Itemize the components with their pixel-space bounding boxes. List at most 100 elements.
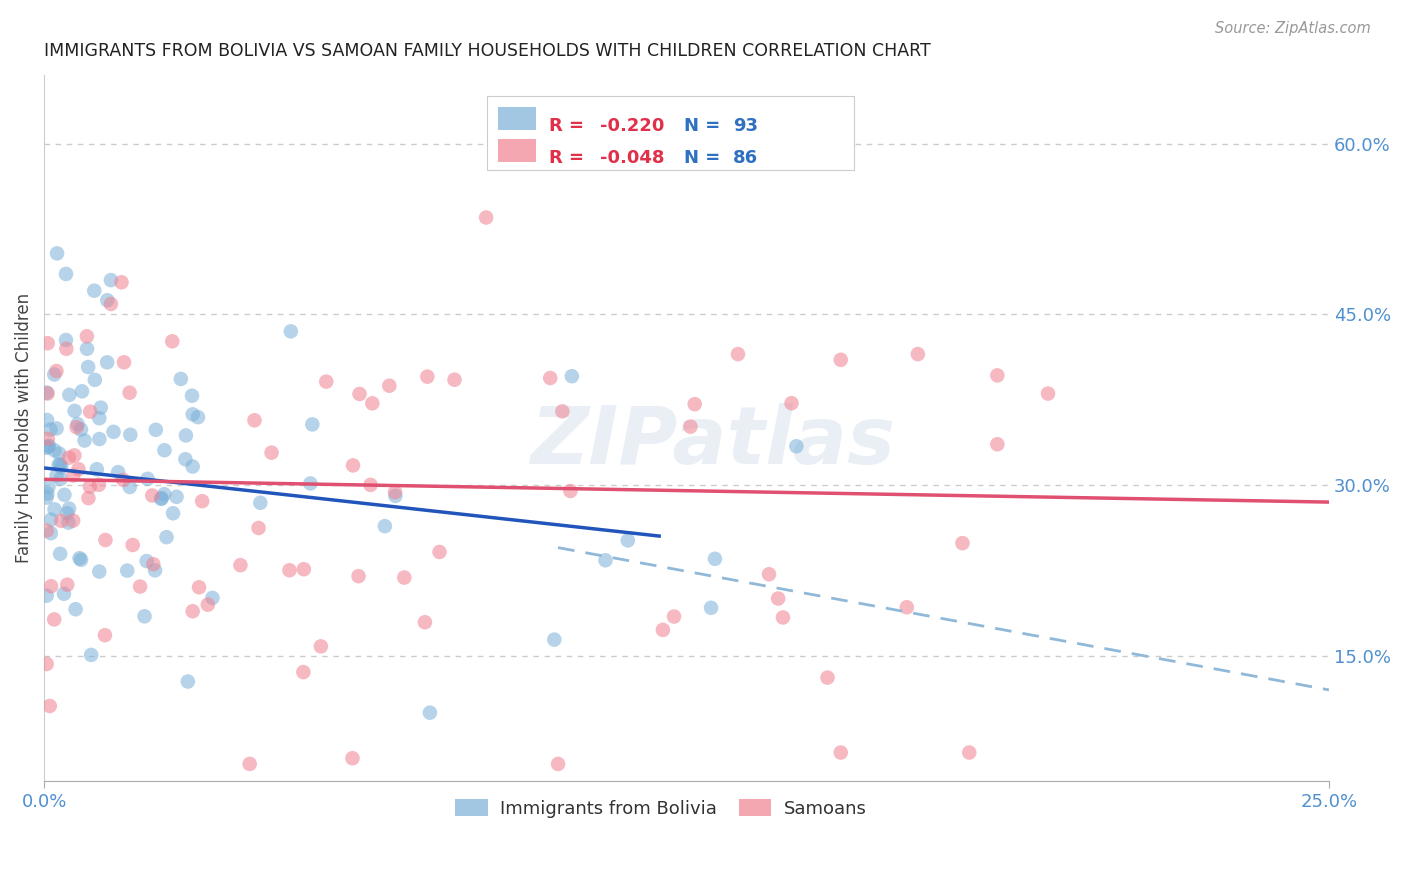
Point [39, 423, 62, 437]
Point [96, 355, 118, 369]
Point [817, 671, 839, 685]
Point [141, 488, 163, 502]
Point [197, 598, 219, 612]
Point [413, 615, 436, 630]
Point [201, 591, 224, 605]
Point [76, 342, 98, 356]
Point [986, 437, 1008, 451]
Point [65, 602, 87, 616]
Point [44, 368, 66, 382]
FancyBboxPatch shape [498, 107, 536, 129]
Point [94, 628, 117, 642]
Point [37, 336, 59, 351]
Point [37, 432, 59, 446]
Point [38, 439, 60, 453]
Point [986, 368, 1008, 383]
Point [153, 487, 176, 501]
Point [727, 347, 749, 361]
Point [107, 465, 129, 479]
Point [595, 553, 617, 567]
Text: N =: N = [683, 117, 727, 135]
Point [112, 473, 135, 487]
Point [360, 478, 382, 492]
Point [952, 536, 974, 550]
Point [292, 562, 315, 576]
Point [55, 333, 77, 347]
Point [73, 434, 96, 448]
Point [830, 746, 852, 760]
Point [662, 609, 685, 624]
Text: 86: 86 [733, 150, 758, 168]
Point [315, 375, 337, 389]
Point [52, 587, 75, 601]
Point [44, 443, 66, 458]
Point [49, 472, 72, 486]
Point [153, 443, 176, 458]
Point [49, 458, 72, 472]
Point [429, 545, 451, 559]
Point [239, 756, 262, 771]
Point [39, 526, 62, 541]
Point [83, 373, 105, 387]
Point [145, 423, 167, 437]
Point [69, 551, 91, 566]
Point [772, 610, 794, 624]
Point [117, 564, 139, 578]
Point [37, 386, 59, 401]
Point [247, 521, 270, 535]
Point [384, 489, 406, 503]
Point [394, 570, 416, 584]
Point [143, 563, 166, 577]
Point [89, 565, 111, 579]
Point [181, 604, 204, 618]
Point [62, 514, 84, 528]
Text: IMMIGRANTS FROM BOLIVIA VS SAMOAN FAMILY HOUSEHOLDS WITH CHILDREN CORRELATION CH: IMMIGRANTS FROM BOLIVIA VS SAMOAN FAMILY… [44, 42, 931, 60]
Point [39, 579, 62, 593]
FancyBboxPatch shape [488, 96, 853, 170]
Point [58, 501, 80, 516]
Point [65, 420, 87, 434]
Point [53, 488, 76, 502]
Point [110, 275, 132, 289]
Point [700, 600, 723, 615]
Point [80, 648, 103, 662]
Point [46, 246, 69, 260]
Point [38, 698, 60, 713]
Point [55, 267, 77, 281]
Point [58, 516, 80, 530]
Point [70, 384, 93, 399]
Point [35, 385, 58, 400]
Point [45, 364, 67, 378]
Point [170, 372, 193, 386]
Point [191, 494, 214, 508]
Point [150, 491, 173, 506]
Point [100, 297, 122, 311]
Point [70, 553, 93, 567]
Point [44, 612, 66, 626]
Point [384, 485, 406, 500]
Text: -0.220: -0.220 [600, 117, 665, 135]
Point [181, 408, 204, 422]
Point [58, 388, 80, 402]
Point [349, 387, 371, 401]
Point [617, 533, 640, 548]
Point [63, 404, 86, 418]
Point [181, 459, 204, 474]
Point [67, 462, 90, 476]
Y-axis label: Family Households with Children: Family Households with Children [15, 293, 32, 563]
Point [551, 404, 574, 418]
Point [100, 273, 122, 287]
Point [118, 480, 141, 494]
Point [79, 480, 101, 494]
Point [45, 468, 67, 483]
Text: N =: N = [683, 150, 727, 168]
Point [51, 460, 73, 475]
Point [121, 538, 143, 552]
Point [129, 580, 152, 594]
Point [49, 547, 72, 561]
Text: R =: R = [550, 150, 591, 168]
Point [134, 609, 156, 624]
Legend: Immigrants from Bolivia, Samoans: Immigrants from Bolivia, Samoans [447, 792, 875, 825]
Text: R =: R = [550, 117, 591, 135]
Point [118, 385, 141, 400]
